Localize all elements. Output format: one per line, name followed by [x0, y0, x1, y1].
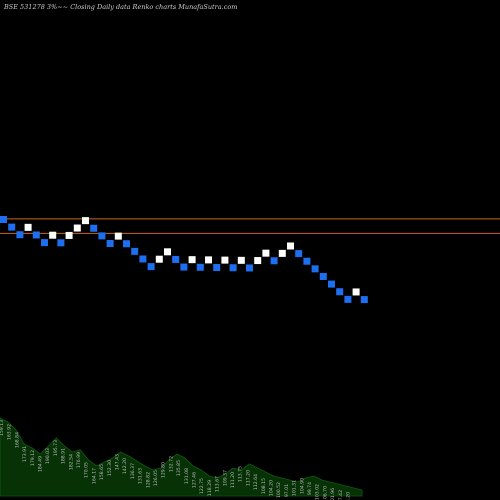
- up-brick: [73, 224, 81, 232]
- volume-label: 131.08: [184, 468, 190, 484]
- volume-label: 117.20: [245, 470, 251, 486]
- up-brick: [114, 232, 122, 240]
- down-brick: [328, 280, 335, 288]
- volume-label: 132.72: [168, 456, 174, 472]
- down-brick: [213, 264, 221, 272]
- volume-label: 109.37: [222, 470, 228, 486]
- down-brick: [172, 255, 180, 263]
- down-brick: [270, 257, 278, 265]
- down-brick: [131, 247, 139, 255]
- volume-label: 122.75: [199, 478, 205, 494]
- down-brick: [311, 265, 319, 273]
- down-brick: [229, 264, 237, 272]
- volume-label: 97.42: [338, 490, 344, 500]
- volume-label: 99.74: [307, 482, 313, 495]
- down-brick: [147, 263, 155, 271]
- volume-label: 142.20: [122, 458, 128, 474]
- volume-label: 126.05: [153, 470, 159, 486]
- down-brick: [57, 239, 65, 247]
- volume-label: 106.70: [322, 486, 328, 500]
- down-brick: [295, 250, 303, 258]
- up-brick: [188, 256, 196, 264]
- down-brick: [139, 255, 147, 263]
- volume-label: 136.37: [130, 463, 136, 479]
- up-brick: [155, 255, 163, 263]
- volume-label: 113.75: [238, 466, 244, 482]
- volume-label: 108.15: [261, 478, 267, 494]
- volume-label: 101.31: [292, 480, 298, 496]
- volume-label: 179.12: [30, 450, 36, 466]
- up-brick: [221, 256, 229, 264]
- volume-label: 164.17: [91, 468, 97, 484]
- volume-label: 147.43: [115, 454, 121, 470]
- volume-label: 190.03: [45, 448, 51, 464]
- volume-label: 111.20: [230, 472, 236, 488]
- volume-label: 129.80: [161, 462, 167, 478]
- up-brick: [49, 231, 57, 239]
- volume-label: 159.13: [0, 420, 5, 436]
- down-brick: [32, 231, 40, 239]
- volume-label: 118.29: [207, 480, 213, 496]
- up-brick: [278, 249, 286, 257]
- up-brick: [352, 288, 360, 296]
- up-brick: [164, 248, 171, 256]
- volume-label: 176.99: [76, 452, 82, 468]
- volume-label: 182.54: [68, 454, 74, 470]
- volume-label: 93.20: [346, 492, 352, 500]
- down-brick: [336, 288, 344, 296]
- volume-area: [0, 417, 363, 497]
- up-brick: [24, 223, 32, 231]
- renko-bricks: [0, 216, 368, 304]
- down-brick: [246, 264, 253, 272]
- down-brick: [90, 224, 98, 232]
- volume-label: 152.30: [107, 460, 113, 476]
- volume-label: 188.91: [61, 448, 67, 464]
- volume-label: 113.67: [215, 476, 221, 492]
- volume-label: 131.63: [138, 468, 144, 484]
- down-brick: [8, 223, 16, 231]
- down-brick: [16, 231, 24, 239]
- volume-label: 170.05: [84, 462, 90, 478]
- down-brick: [344, 295, 352, 303]
- up-brick: [237, 256, 245, 264]
- up-brick: [65, 231, 73, 239]
- volume-label: 101.96: [330, 488, 336, 500]
- down-brick: [98, 232, 106, 240]
- up-brick: [287, 242, 294, 250]
- down-brick: [360, 296, 368, 304]
- down-brick: [0, 216, 7, 223]
- volume-label: 127.46: [192, 472, 198, 488]
- volume-label: 135.85: [176, 460, 182, 476]
- volume-label: 112.64: [253, 474, 259, 490]
- down-brick: [319, 272, 327, 280]
- down-brick: [41, 239, 48, 247]
- volume-label: 103.02: [315, 484, 321, 500]
- volume-label: 184.49: [38, 456, 44, 472]
- volume-label: 163.92: [7, 424, 13, 440]
- down-brick: [303, 257, 311, 265]
- volume-label: 168.84: [14, 432, 20, 448]
- volume-label: 100.52: [276, 482, 282, 498]
- volume-label: 97.01: [284, 484, 290, 497]
- volume-label: 128.82: [145, 472, 151, 488]
- volume-label: 104.90: [299, 478, 305, 494]
- up-brick: [254, 257, 262, 265]
- down-brick: [106, 240, 114, 248]
- down-brick: [180, 263, 188, 271]
- volume-label: 104.20: [269, 480, 275, 496]
- down-brick: [196, 263, 204, 271]
- up-brick: [82, 217, 89, 225]
- chart-title: BSE 531278 3%~~ Closing Daily data Renko…: [4, 3, 238, 11]
- volume-label: 195.73: [53, 440, 59, 456]
- up-brick: [262, 249, 270, 257]
- volume-label: 173.91: [22, 446, 28, 462]
- up-brick: [205, 256, 212, 264]
- down-brick: [123, 240, 130, 248]
- volume-label: 158.65: [99, 464, 105, 480]
- volume-area-path: [0, 417, 363, 497]
